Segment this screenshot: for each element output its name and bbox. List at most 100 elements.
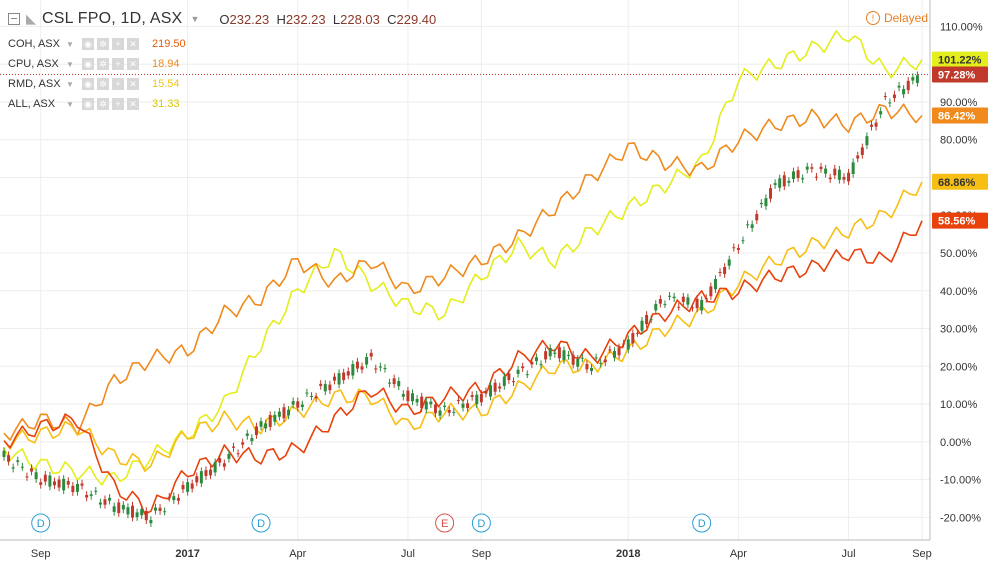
event-marker <box>692 513 712 533</box>
gear-icon[interactable]: ✲ <box>97 78 109 90</box>
plus-icon[interactable]: + <box>112 98 124 110</box>
candle-body <box>378 366 382 368</box>
candle-body <box>222 463 226 467</box>
candle-body <box>135 512 139 518</box>
candle-body <box>287 409 291 416</box>
event-marker-label: E <box>441 518 448 530</box>
candle-body <box>603 359 607 363</box>
candle-body <box>709 286 713 297</box>
candle-body <box>617 347 621 356</box>
candle-body <box>11 467 15 469</box>
delayed-badge[interactable]: ! Delayed <box>865 11 928 25</box>
candle-body <box>190 483 194 489</box>
x-tick-label: Jul <box>842 548 856 560</box>
legend-item-coh[interactable]: COH, ASX ▼ ◉ ✲ + ✕ 219.50 <box>8 34 186 54</box>
candle-body <box>663 304 667 306</box>
chevron-down-icon[interactable]: ▼ <box>66 79 74 89</box>
plus-icon[interactable]: + <box>112 78 124 90</box>
candle-body <box>374 368 378 370</box>
candle-body <box>475 394 479 405</box>
eye-icon[interactable]: ◉ <box>82 78 94 90</box>
series-line-cpu <box>3 103 923 441</box>
x-tick-label: Sep <box>472 548 492 560</box>
legend-value: 15.54 <box>152 78 180 90</box>
plus-icon[interactable]: + <box>112 38 124 50</box>
candle-body <box>117 502 121 514</box>
candle-body <box>677 306 681 308</box>
delayed-label: Delayed <box>883 11 928 25</box>
legend-item-all[interactable]: ALL, ASX ▼ ◉ ✲ + ✕ 31.33 <box>8 94 186 114</box>
candle-body <box>383 367 387 369</box>
y-tick-label: 40.00% <box>940 286 978 298</box>
candle-body <box>759 202 763 205</box>
alert-icon: ! <box>865 11 880 25</box>
candle-body <box>369 352 373 357</box>
gear-icon[interactable]: ✲ <box>97 58 109 70</box>
candle-body <box>456 399 460 401</box>
collapse-icon[interactable] <box>8 13 20 25</box>
series-line-all <box>3 30 923 486</box>
candle-body <box>310 395 314 397</box>
candle-body <box>700 299 704 311</box>
last-value-badge <box>932 107 988 124</box>
candle-body <box>824 168 828 174</box>
candle-body <box>539 364 543 366</box>
candle-body <box>507 373 511 381</box>
candle-body <box>755 213 759 221</box>
candle-body <box>906 80 910 91</box>
candle-body <box>544 351 548 360</box>
close-icon[interactable]: ✕ <box>127 38 139 50</box>
eye-icon[interactable]: ◉ <box>82 58 94 70</box>
candle-body <box>888 102 892 104</box>
candle-body <box>640 320 644 331</box>
candle-body <box>897 85 901 88</box>
legend-item-cpu[interactable]: CPU, ASX ▼ ◉ ✲ + ✕ 18.94 <box>8 54 186 74</box>
eye-icon[interactable]: ◉ <box>82 98 94 110</box>
x-tick-label: Apr <box>730 548 747 560</box>
candle-body <box>121 504 125 510</box>
candle-body <box>365 356 369 365</box>
candle-body <box>571 354 575 365</box>
x-tick-label: 2017 <box>175 548 199 560</box>
candle-body <box>282 407 286 419</box>
chevron-down-icon[interactable]: ▼ <box>66 59 74 69</box>
legend-item-rmd[interactable]: RMD, ASX ▼ ◉ ✲ + ✕ 15.54 <box>8 74 186 94</box>
candle-body <box>332 376 336 381</box>
legend-name: RMD, ASX <box>8 78 61 90</box>
candle-body <box>805 166 809 170</box>
candle-body <box>71 485 75 493</box>
candle-body <box>470 395 474 397</box>
low-value: 228.03 <box>340 11 380 27</box>
candle-body <box>461 403 465 408</box>
gear-icon[interactable]: ✲ <box>97 98 109 110</box>
candle-body <box>498 386 502 389</box>
close-icon[interactable]: ✕ <box>127 98 139 110</box>
symbol-title[interactable]: CSL FPO, 1D, ASX <box>42 10 183 27</box>
candle-body <box>277 411 281 417</box>
candle-body <box>89 494 93 496</box>
candle-body <box>691 307 694 309</box>
candle-body <box>52 481 56 486</box>
close-icon[interactable]: ✕ <box>127 58 139 70</box>
candle-body <box>43 474 47 482</box>
chevron-down-icon[interactable]: ▼ <box>66 39 74 49</box>
high-label: H <box>276 11 286 27</box>
candle-body <box>833 168 837 176</box>
candle-body <box>264 423 268 429</box>
candle-body <box>199 471 203 484</box>
legend-value: 18.94 <box>152 58 180 70</box>
chevron-down-icon[interactable]: ▼ <box>190 14 200 24</box>
candle-body <box>227 453 231 459</box>
candle-body <box>828 177 832 180</box>
gear-icon[interactable]: ✲ <box>97 38 109 50</box>
chevron-down-icon[interactable]: ▼ <box>66 99 74 109</box>
eye-icon[interactable]: ◉ <box>82 38 94 50</box>
candle-body <box>516 369 520 374</box>
event-marker <box>31 513 51 533</box>
plus-icon[interactable]: + <box>112 58 124 70</box>
candle-body <box>530 361 534 365</box>
close-icon[interactable]: ✕ <box>127 78 139 90</box>
x-tick-label: Sep <box>31 548 51 560</box>
candle-body <box>746 224 750 226</box>
